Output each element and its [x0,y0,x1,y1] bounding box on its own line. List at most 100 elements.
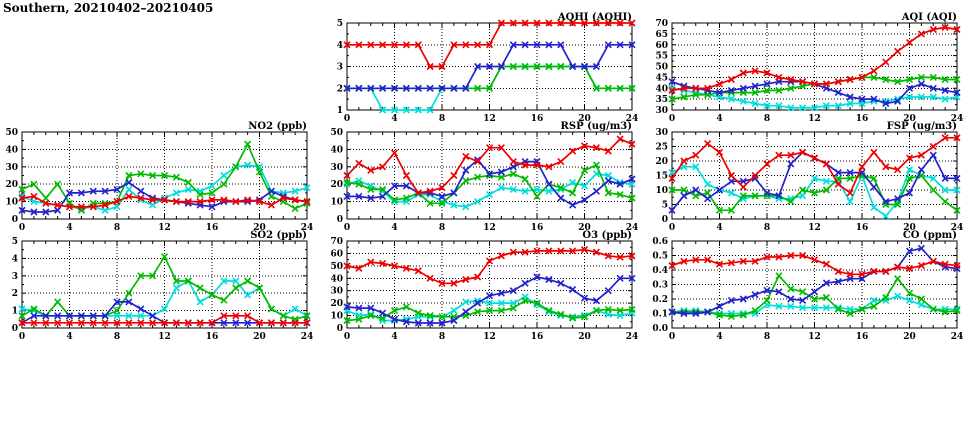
fsp-xtick: 16 [856,223,869,233]
aqhi-xtick: 0 [344,114,350,124]
aqi-ytick: 30 [655,106,668,116]
so2-xtick: 4 [66,332,72,342]
aqhi-xtick: 20 [578,114,591,124]
fsp-ytick: 5 [662,201,668,211]
fsp-ytick: 25 [655,143,668,153]
aqhi-markers-blue [343,41,636,92]
o3-markers-blue [343,273,636,327]
no2-xtick: 16 [206,223,219,233]
fsp-xtick: 4 [716,223,722,233]
chart-aqhi: 1 2 3 4 5 0 4 8 12 16 20 24 AQHI (AQHI) [320,10,644,125]
fsp-xtick: 0 [669,223,675,233]
no2-xtick: 0 [19,223,25,233]
aqhi-ytick: 1 [337,106,343,116]
so2-ytick: 2 [12,289,18,299]
co-xtick: 16 [856,332,869,342]
aqi-ytick: 45 [655,73,668,83]
aqhi-xtick: 4 [391,114,397,124]
aqi-xtick: 4 [716,114,722,124]
aqi-xtick: 20 [903,114,916,124]
so2-ytick: 5 [12,237,18,247]
fsp-ytick: 15 [655,172,668,182]
no2-xtick: 12 [158,223,171,233]
o3-xtick: 4 [391,332,397,342]
chart-no2: 0 10 20 30 40 50 0 4 8 12 16 20 24 NO2 (ppb) [0,119,319,234]
aqi-ytick: 40 [655,84,668,94]
co-xtick: 24 [951,332,964,342]
co-ytick: 0.6 [652,237,668,247]
so2-xtick: 16 [206,332,219,342]
o3-ytick: 50 [330,262,343,272]
rsp-markers-green [343,161,636,207]
rsp-ytick: 0 [337,215,343,225]
aqhi-xtick: 12 [483,114,496,124]
so2-xtick: 8 [114,332,120,342]
co-xtick: 20 [903,332,916,342]
aqi-ytick: 60 [655,41,668,51]
no2-xtick: 4 [66,223,72,233]
rsp-xtick: 24 [626,223,639,233]
rsp-markers-cyan [343,170,636,211]
co-plot-svg: 0.0 0.1 0.2 0.3 0.4 0.5 0.6 0 4 8 12 16 20 24 CO (ppm) [652,230,964,342]
o3-ytick: 20 [330,299,343,309]
rsp-plot-svg: 0 10 20 30 40 50 0 4 8 12 16 20 24 RSP (ug/m3) [330,121,639,233]
co-xtick: 4 [716,332,722,342]
aqhi-xtick: 8 [439,114,445,124]
so2-ytick: 3 [12,272,18,282]
rsp-ytick: 30 [330,163,343,173]
aqi-xtick: 16 [856,114,869,124]
aqi-xtick: 12 [808,114,821,124]
rsp-markers-red [343,135,636,197]
aqhi-ytick: 3 [337,63,343,73]
aqi-xtick: 8 [764,114,770,124]
rsp-title: RSP (ug/m3) [561,121,632,132]
aqi-ytick: 70 [655,19,668,29]
aqhi-xtick: 16 [531,114,544,124]
so2-markers-green [18,253,311,323]
o3-ytick: 70 [330,237,343,247]
so2-xtick: 20 [253,332,266,342]
fsp-plot-svg: 0 5 10 15 20 25 30 0 4 8 12 16 20 24 FSP (ug/m3) [655,121,963,233]
aqi-ytick: 55 [655,52,668,62]
fsp-xtick: 8 [764,223,770,233]
co-xtick: 0 [669,332,675,342]
o3-xtick: 8 [439,332,445,342]
rsp-xtick: 0 [344,223,350,233]
aqhi-ytick: 2 [337,84,343,94]
so2-markers-red [18,312,311,327]
rsp-ytick: 10 [330,198,343,208]
no2-xtick: 8 [114,223,120,233]
rsp-markers-blue [343,156,636,209]
o3-title: O3 (ppb) [582,230,632,241]
chart-so2: 0 1 2 3 4 5 0 4 8 12 16 20 24 SO2 (ppb) [0,228,319,343]
o3-ytick: 40 [330,274,343,284]
no2-title: NO2 (ppb) [248,121,307,132]
fsp-markers-green [668,171,961,214]
rsp-xtick: 16 [531,223,544,233]
rsp-ytick: 50 [330,128,343,138]
aqi-markers-cyan [668,84,961,112]
co-xtick: 12 [808,332,821,342]
o3-xtick: 20 [578,332,591,342]
rsp-ytick: 40 [330,145,343,155]
aqi-markers-red [668,23,961,94]
so2-title: SO2 (ppb) [250,230,307,241]
aqi-xtick: 0 [669,114,675,124]
o3-markers-red [343,246,636,287]
rsp-ytick: 20 [330,180,343,190]
co-markers-red [668,251,961,278]
so2-xtick: 0 [19,332,25,342]
aqhi-ytick: 4 [337,41,343,51]
aqi-title: AQI (AQI) [901,12,957,23]
no2-ytick: 0 [12,215,18,225]
so2-ytick: 0 [12,324,18,334]
fsp-ytick: 10 [655,186,668,196]
o3-xtick: 16 [531,332,544,342]
aqhi-xtick: 24 [626,114,639,124]
aqi-xtick: 24 [951,114,964,124]
rsp-xtick: 8 [439,223,445,233]
chart-aqi: 30 35 40 45 50 55 60 65 70 0 4 8 12 16 20 24 AQI (AQI) [645,10,969,125]
